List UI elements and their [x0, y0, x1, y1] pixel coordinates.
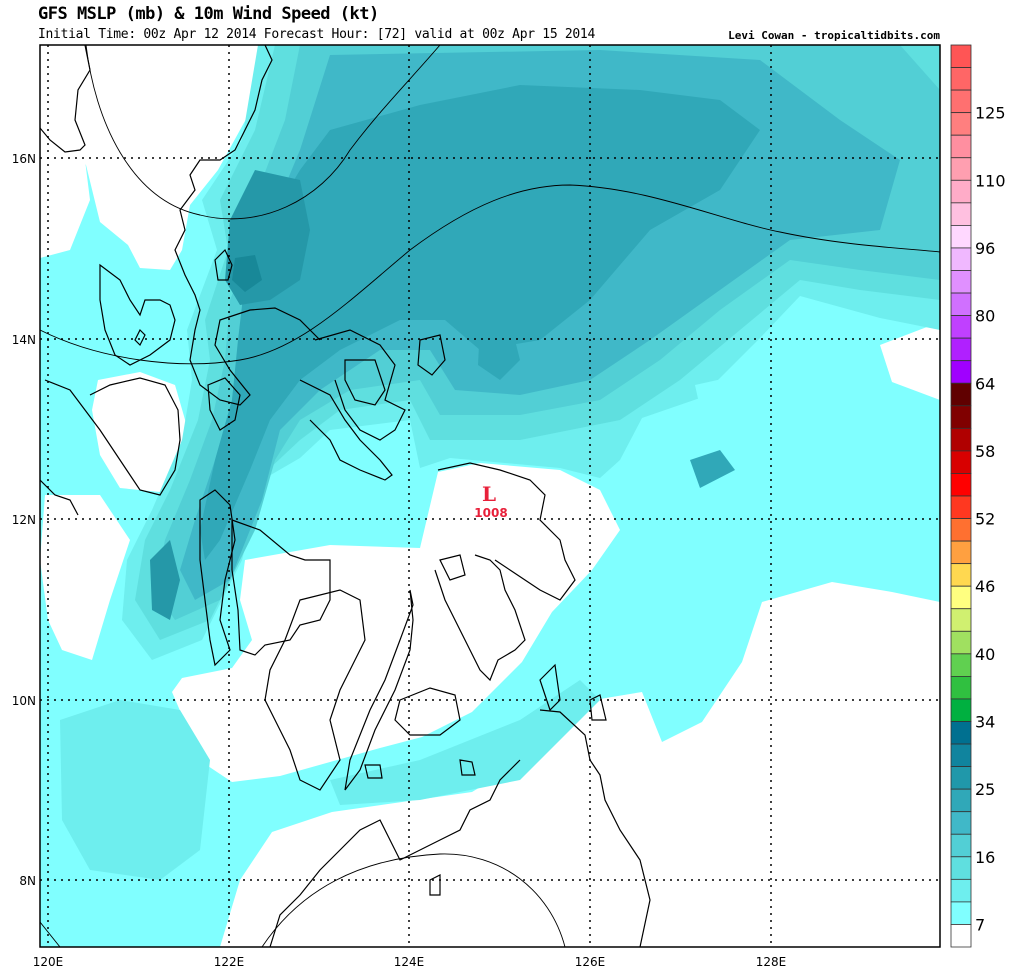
colorbar-cell [950, 833, 972, 858]
colorbar-cell [950, 608, 972, 632]
colorbar-cell [950, 224, 972, 249]
colorbar-cell [950, 540, 972, 565]
lon-tick: 120E [33, 955, 64, 969]
colorbar-cell [950, 856, 972, 880]
colorbar-cell [950, 292, 972, 316]
colorbar-cell [950, 134, 972, 159]
colorbar-cell [950, 473, 972, 497]
colorbar-cell [950, 676, 972, 700]
colorbar-cell [950, 450, 972, 474]
colorbar-cell [950, 585, 972, 610]
colorbar-cell [950, 788, 972, 813]
colorbar-label: 25 [975, 780, 995, 799]
colorbar-cell [950, 179, 972, 204]
colorbar-cell [950, 157, 972, 181]
colorbar-cell [950, 495, 972, 519]
lat-tick-labels: 16N 14N 12N 10N 8N [12, 152, 36, 888]
colorbar: 125 110 96 80 64 58 52 46 40 34 25 16 7 [950, 44, 1006, 948]
colorbar-cell [950, 811, 972, 835]
colorbar-cell [950, 202, 972, 226]
colorbar-label: 40 [975, 645, 995, 664]
credit: Levi Cowan - tropicaltidbits.com [728, 29, 940, 42]
colorbar-cell [950, 44, 972, 68]
colorbar-cell [950, 67, 972, 91]
colorbar-cell [950, 878, 972, 903]
lon-tick: 122E [214, 955, 245, 969]
colorbar-cell [950, 766, 972, 790]
lon-tick: 124E [394, 955, 425, 969]
lon-tick: 126E [575, 955, 606, 969]
colorbar-label: 110 [975, 171, 1006, 190]
colorbar-cell [950, 382, 972, 407]
colorbar-label: 80 [975, 307, 995, 326]
colorbar-label: 7 [975, 915, 985, 934]
wind-speed-fill [40, 45, 940, 947]
colorbar-cell [950, 247, 972, 271]
map-subtitle: Initial Time: 00z Apr 12 2014 Forecast H… [38, 27, 595, 42]
colorbar-cell [950, 405, 972, 429]
lat-lon-grid [40, 45, 940, 947]
colorbar-label: 52 [975, 510, 995, 529]
lon-tick: 128E [756, 955, 787, 969]
low-pressure-symbol: L [482, 482, 496, 506]
lat-tick: 12N [12, 513, 36, 527]
colorbar-cell [950, 563, 972, 587]
colorbar-label: 58 [975, 442, 995, 461]
colorbar-cell [950, 337, 972, 362]
colorbar-label: 34 [975, 713, 995, 732]
colorbar-label: 64 [975, 374, 995, 393]
lat-tick: 10N [12, 694, 36, 708]
colorbar-cell [950, 653, 972, 677]
colorbar-cell [950, 698, 972, 722]
colorbar-cell [950, 112, 972, 136]
colorbar-cell [950, 924, 972, 948]
map-title: GFS MSLP (mb) & 10m Wind Speed (kt) [38, 4, 379, 24]
lon-tick-labels: 120E 122E 124E 126E 128E [33, 955, 787, 969]
colorbar-label: 46 [975, 577, 995, 596]
colorbar-cell [950, 270, 972, 294]
colorbar-cell [950, 315, 972, 339]
coastlines [40, 45, 651, 947]
plot-frame [39, 44, 941, 948]
colorbar-cell [950, 427, 972, 452]
colorbar-cell [950, 518, 972, 542]
colorbar-cell [950, 360, 972, 384]
lat-tick: 16N [12, 152, 36, 166]
colorbar-label: 96 [975, 239, 995, 258]
colorbar-label: 125 [975, 104, 1006, 123]
lat-tick: 14N [12, 333, 36, 347]
lat-tick: 8N [19, 874, 36, 888]
colorbar-cell [950, 721, 972, 745]
colorbar-cell [950, 743, 972, 767]
colorbar-cell [950, 89, 972, 114]
colorbar-cell [950, 901, 972, 925]
isobars [40, 45, 940, 947]
low-pressure-value: 1008 [474, 506, 507, 520]
colorbar-label: 16 [975, 848, 995, 867]
colorbar-cell [950, 630, 972, 655]
